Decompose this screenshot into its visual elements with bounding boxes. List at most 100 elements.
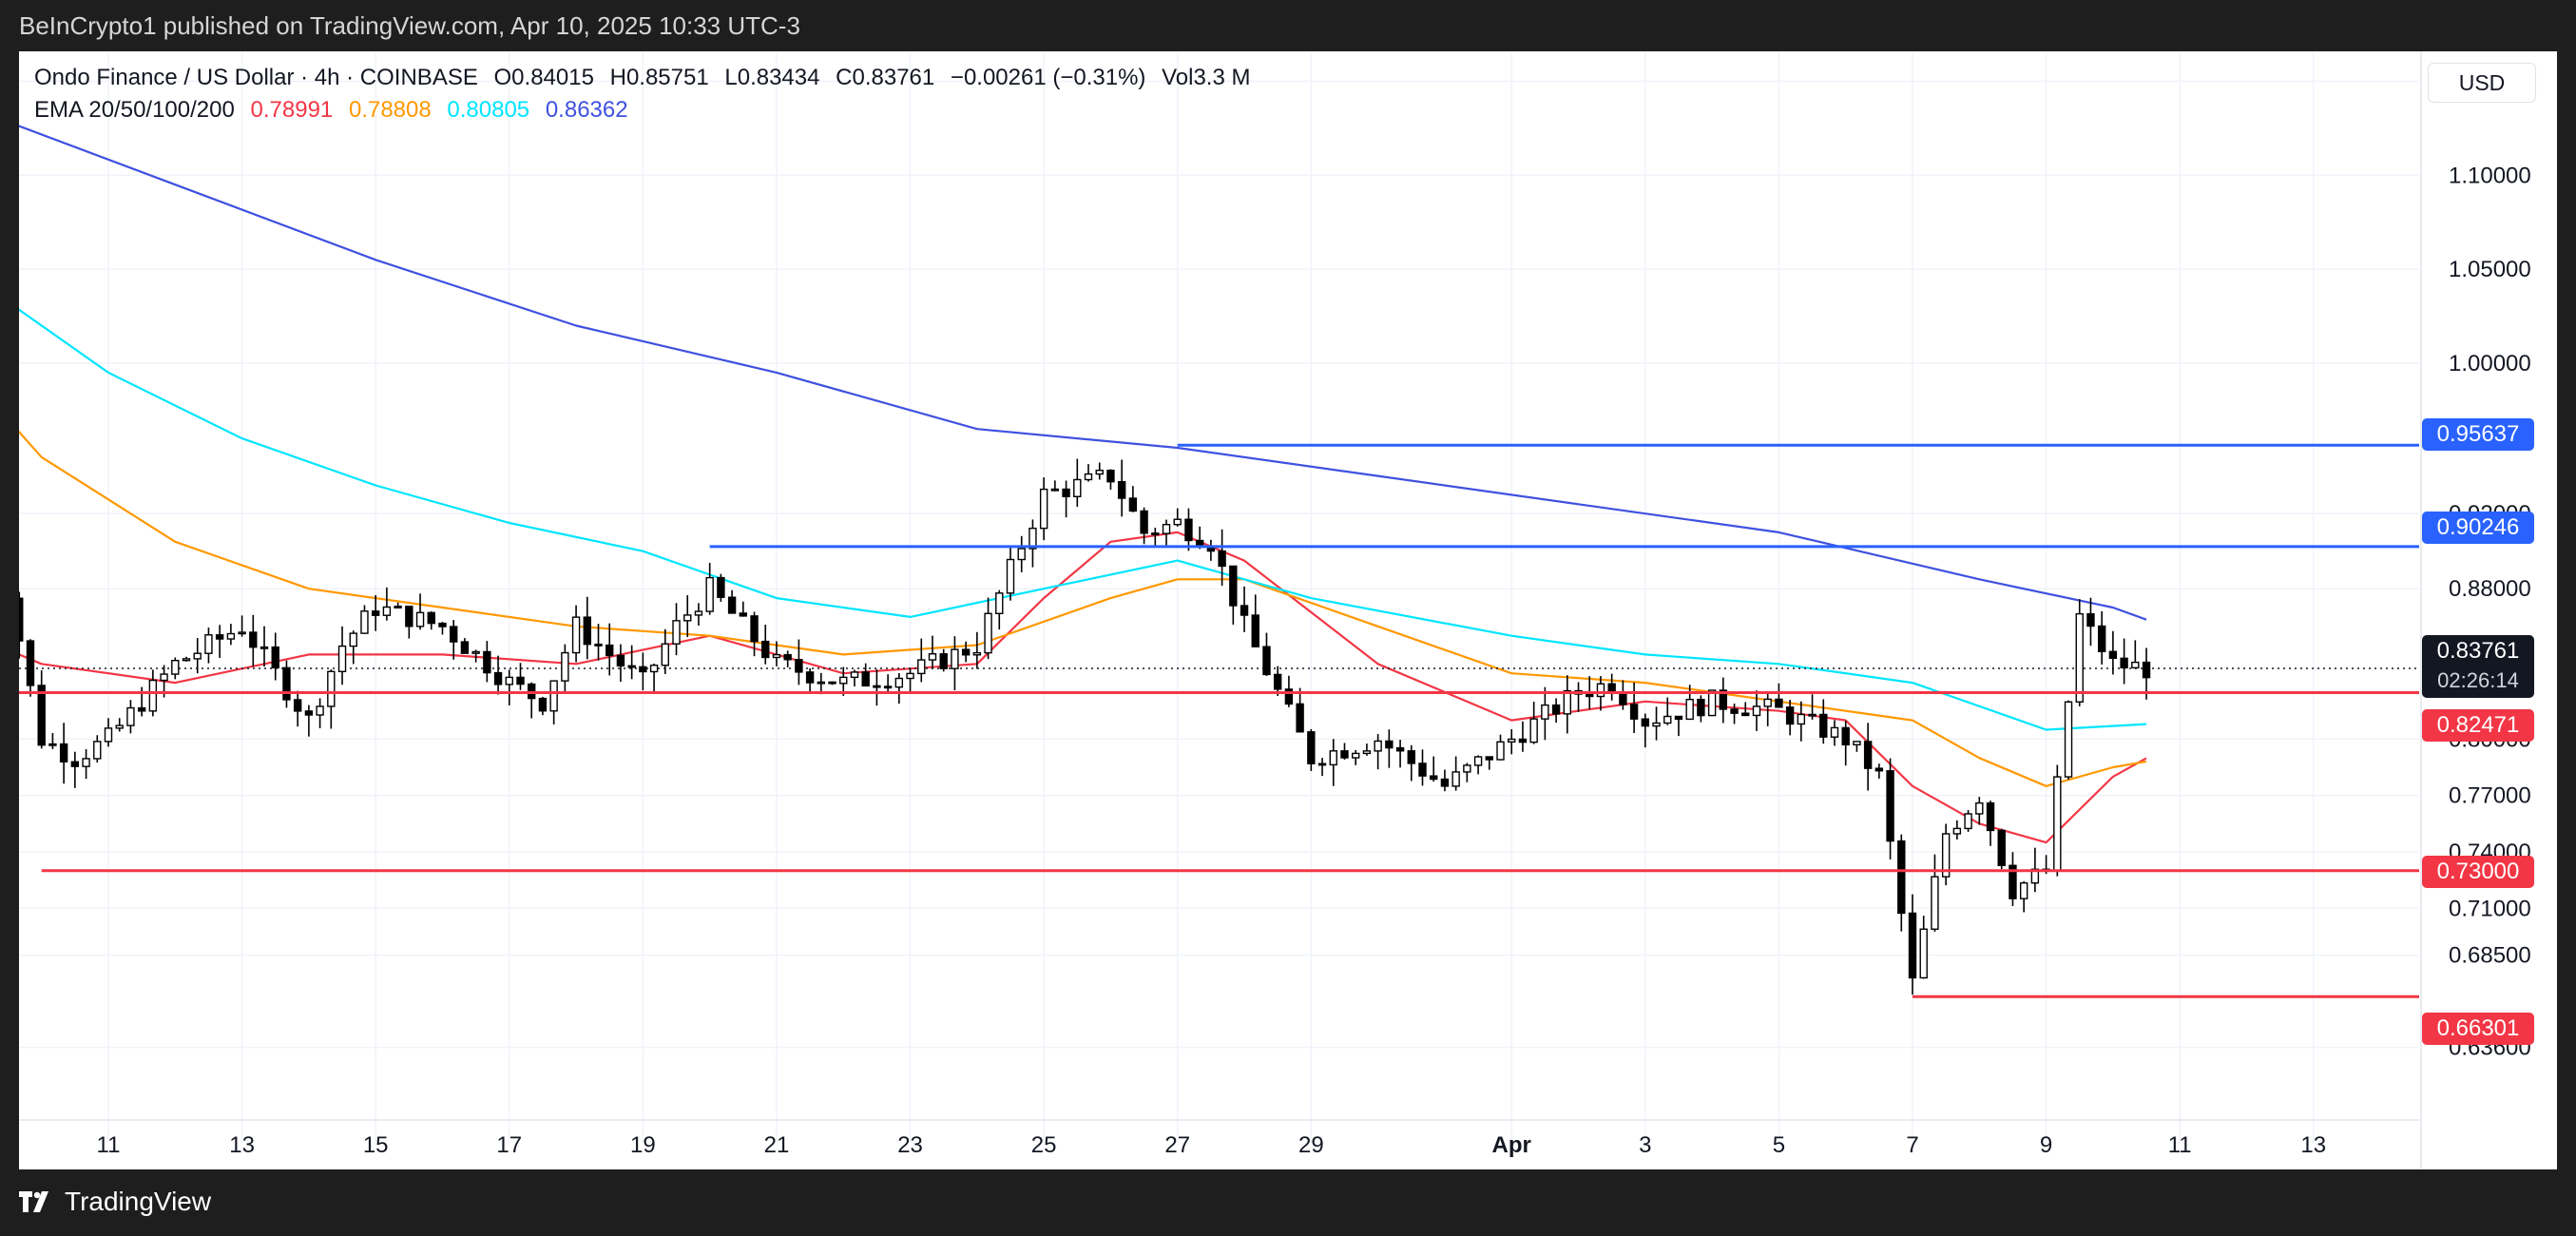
candle-body-23 xyxy=(238,631,246,635)
candle-body-29 xyxy=(304,710,314,716)
candle-body-151 xyxy=(1663,715,1672,724)
candle-body-70 xyxy=(761,640,770,659)
candle-body-59 xyxy=(639,666,647,673)
symbol-legend: Ondo Finance / US Dollar · 4h · COINBASE… xyxy=(34,65,1259,91)
price-tag-support-3: 0.66301 xyxy=(2422,1013,2534,1045)
candle-body-146 xyxy=(1607,683,1616,693)
candle-body-91 xyxy=(995,592,1004,614)
x-tick-label-13: 7 xyxy=(1906,1132,1918,1158)
current-price-value: 0.83761 xyxy=(2436,638,2520,664)
candle-body-192 xyxy=(2120,657,2128,669)
candle-body-15 xyxy=(148,679,158,712)
candle-body-131 xyxy=(1440,778,1450,787)
candle-body-156 xyxy=(1719,689,1728,710)
candle-body-118 xyxy=(1296,703,1304,733)
ema200-value: 0.86362 xyxy=(545,97,628,123)
price-tag-support-1: 0.82471 xyxy=(2422,709,2534,742)
candle-body-98 xyxy=(1073,478,1082,497)
candle-body-12 xyxy=(115,724,124,729)
candle-body-119 xyxy=(1307,731,1316,764)
candle-body-167 xyxy=(1841,726,1850,746)
candle-body-18 xyxy=(182,658,191,662)
candle-body-40 xyxy=(427,611,435,625)
x-tick-label-15: 11 xyxy=(2168,1132,2192,1158)
candle-body-106 xyxy=(1162,523,1171,534)
candle-body-53 xyxy=(571,616,581,654)
chart-panel[interactable]: 1.150001.100001.050001.000000.920000.880… xyxy=(19,51,2557,1169)
candle-body-187 xyxy=(2064,701,2073,778)
candle-body-163 xyxy=(1797,713,1806,725)
candle-body-166 xyxy=(1830,726,1839,738)
candle-body-32 xyxy=(337,645,347,672)
candle-body-4 xyxy=(26,640,35,686)
candle-body-57 xyxy=(616,654,625,667)
ohlc-low: L0.83434 xyxy=(724,65,820,90)
ema-line-3 xyxy=(19,308,2147,731)
current-price-tag: 0.83761 02:26:14 xyxy=(2422,635,2534,698)
candle-body-121 xyxy=(1329,750,1337,766)
candle-body-186 xyxy=(2053,776,2062,872)
candle-body-165 xyxy=(1819,713,1828,738)
candle-body-76 xyxy=(828,681,836,685)
candle-body-86 xyxy=(939,653,948,669)
ema-line-4 xyxy=(19,125,2147,621)
candle-body-90 xyxy=(984,612,992,654)
candle-body-107 xyxy=(1173,518,1182,526)
x-tick-label-10: Apr xyxy=(1492,1132,1531,1158)
ema50-value: 0.78808 xyxy=(348,97,432,123)
currency-button[interactable]: USD xyxy=(2428,63,2536,103)
candle-body-124 xyxy=(1362,750,1372,755)
candle-body-103 xyxy=(1128,497,1138,512)
candle-body-126 xyxy=(1385,740,1394,749)
candle-body-38 xyxy=(405,606,413,628)
candle-body-120 xyxy=(1317,763,1327,766)
candle-body-152 xyxy=(1674,715,1683,721)
candle-body-64 xyxy=(694,610,703,616)
y-tick-label-2: 1.05000 xyxy=(2449,257,2531,282)
x-tick-label-2: 15 xyxy=(363,1132,389,1158)
y-tick-label-1: 1.10000 xyxy=(2449,163,2531,188)
candle-body-80 xyxy=(873,685,881,688)
candle-body-136 xyxy=(1496,741,1505,761)
symbol-name: Ondo Finance / US Dollar · 4h · COINBASE xyxy=(34,65,478,90)
candle-body-137 xyxy=(1508,738,1516,743)
candle-body-50 xyxy=(538,697,548,712)
publisher-bar: BeInCrypto1 published on TradingView.com… xyxy=(0,0,2576,51)
candle-body-116 xyxy=(1273,673,1282,690)
candle-body-45 xyxy=(483,650,491,674)
candle-body-149 xyxy=(1641,718,1650,727)
candle-body-39 xyxy=(415,611,425,628)
price-chart[interactable]: 1.150001.100001.050001.000000.920000.880… xyxy=(19,51,2557,1169)
candle-countdown: 02:26:14 xyxy=(2437,668,2519,692)
candle-body-133 xyxy=(1463,764,1471,773)
candle-body-94 xyxy=(1028,527,1037,550)
candle-body-75 xyxy=(817,681,826,685)
candle-body-160 xyxy=(1763,698,1772,707)
candle-body-19 xyxy=(193,652,202,660)
candle-body-51 xyxy=(549,680,558,712)
candle-body-82 xyxy=(894,677,904,688)
x-tick-label-16: 13 xyxy=(2300,1132,2326,1158)
candle-body-145 xyxy=(1596,683,1605,698)
tradingview-logo[interactable]: TradingView xyxy=(19,1187,211,1217)
footer-bar: TradingView xyxy=(0,1169,2576,1236)
ohlc-high: H0.85751 xyxy=(609,65,709,90)
candle-body-65 xyxy=(705,576,714,612)
candle-body-99 xyxy=(1084,473,1093,481)
candle-body-7 xyxy=(59,743,68,763)
ema100-value: 0.80805 xyxy=(447,97,530,123)
candle-body-138 xyxy=(1518,738,1528,744)
candle-body-61 xyxy=(661,643,670,666)
candle-body-43 xyxy=(460,641,470,654)
candle-body-122 xyxy=(1340,750,1349,759)
price-tag-resistance-2: 0.95637 xyxy=(2422,418,2534,451)
candle-body-127 xyxy=(1395,746,1405,752)
candle-body-176 xyxy=(1941,833,1951,878)
candle-body-125 xyxy=(1374,740,1382,752)
candle-body-97 xyxy=(1062,488,1070,497)
candle-body-54 xyxy=(583,616,591,646)
candle-body-85 xyxy=(928,653,937,661)
candle-body-27 xyxy=(282,666,291,701)
candle-body-108 xyxy=(1184,518,1193,542)
candle-body-9 xyxy=(82,758,90,767)
